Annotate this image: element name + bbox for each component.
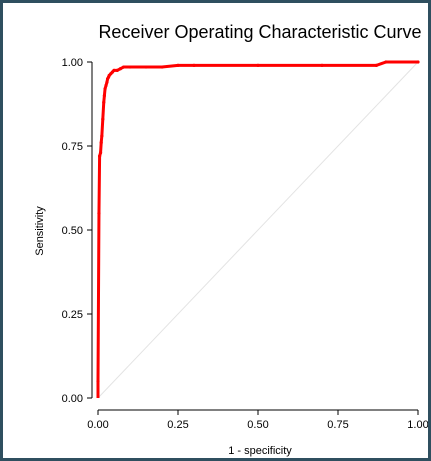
- roc-data-point: [103, 87, 107, 91]
- roc-data-point: [176, 63, 180, 67]
- roc-data-point: [118, 67, 122, 71]
- roc-data-point: [96, 379, 100, 383]
- y-axis-label: Sensitivity: [34, 206, 46, 256]
- y-tick-label: 0.25: [62, 309, 83, 321]
- roc-data-point: [104, 83, 108, 88]
- roc-data-point: [98, 154, 102, 158]
- x-tick-label: 0.75: [327, 419, 348, 431]
- reference-diagonal-line: [97, 61, 419, 399]
- roc-data-point: [320, 63, 324, 67]
- roc-data-point: [112, 68, 116, 72]
- roc-data-point: [122, 65, 126, 69]
- series-group: [96, 60, 420, 398]
- roc-data-point: [416, 60, 420, 64]
- axes-group: 0.00 0.25 0.50 0.75 1.00 0.00 0.25 0.50 0.75 1.00: [62, 57, 428, 431]
- x-tick-label: 0.25: [167, 419, 188, 431]
- roc-data-point: [100, 134, 104, 138]
- roc-data-point: [101, 117, 105, 121]
- y-tick-label: 0.00: [62, 393, 83, 405]
- roc-data-point: [160, 65, 164, 69]
- x-tick-label: 0.00: [87, 419, 108, 431]
- roc-data-point: [128, 65, 132, 69]
- roc-data-point: [144, 65, 148, 69]
- x-tick-label: 0.50: [247, 419, 268, 431]
- reference-line-group: [97, 61, 419, 399]
- chart-title: Receiver Operating Characteristic Curve: [98, 22, 421, 42]
- roc-data-point: [256, 63, 260, 67]
- roc-data-point: [384, 60, 388, 64]
- roc-data-point: [99, 141, 103, 145]
- y-tick-label: 0.50: [62, 225, 83, 237]
- y-tick-label: 0.75: [62, 141, 83, 153]
- roc-data-point: [97, 211, 101, 215]
- roc-data-point: [374, 63, 378, 67]
- roc-data-point: [102, 100, 106, 104]
- roc-chart: Receiver Operating Characteristic Curve …: [34, 22, 428, 457]
- roc-data-point: [115, 68, 119, 72]
- roc-data-point: [192, 63, 196, 67]
- y-tick-label: 1.00: [62, 57, 83, 69]
- roc-data-point: [102, 94, 106, 98]
- roc-data-point: [105, 80, 109, 84]
- roc-data-point: [98, 151, 103, 155]
- x-tick-label: 1.00: [407, 419, 428, 431]
- x-axis-label: 1 - specificity: [228, 445, 292, 457]
